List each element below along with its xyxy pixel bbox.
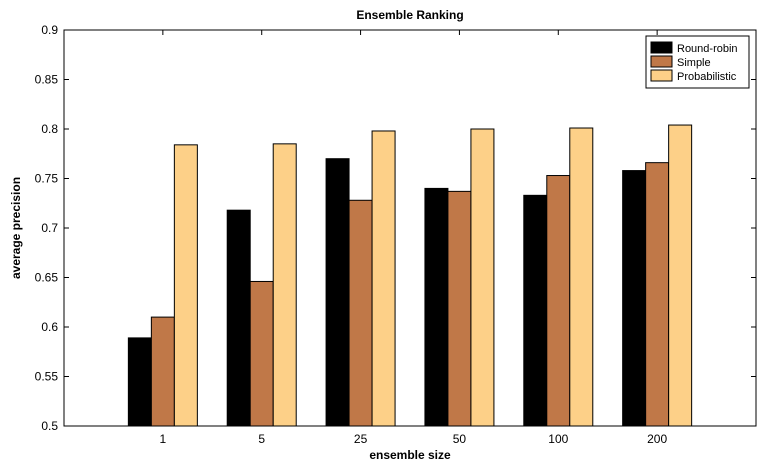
bar-probabilistic-100 — [569, 127, 594, 427]
x-tick-label: 100 — [548, 432, 568, 446]
x-tick-label: 1 — [160, 432, 167, 446]
bar-simple-50 — [447, 190, 472, 427]
y-tick-label: 0.7 — [41, 221, 58, 235]
bar-round-robin-100 — [523, 194, 548, 427]
bar-round-robin-200 — [622, 170, 647, 427]
y-tick-label: 0.9 — [41, 23, 58, 37]
bar-simple-100 — [546, 175, 571, 427]
y-tick-label: 0.5 — [41, 419, 58, 433]
legend-swatch — [650, 41, 673, 54]
bar-round-robin-50 — [424, 187, 449, 427]
legend-label: Simple — [677, 57, 711, 69]
bar-round-robin-1 — [127, 337, 152, 427]
y-tick-label: 0.65 — [35, 271, 59, 285]
x-tick-label: 200 — [647, 432, 667, 446]
x-tick-label: 50 — [453, 432, 467, 446]
bar-probabilistic-5 — [272, 143, 297, 427]
chart-title: Ensemble Ranking — [356, 8, 463, 22]
x-tick-label: 5 — [258, 432, 265, 446]
legend: Round-robin Simple Probabilistic — [645, 35, 750, 89]
y-tick-label: 0.6 — [41, 320, 58, 334]
bar-probabilistic-50 — [470, 128, 495, 427]
y-axis: 0.5 0.55 0.6 0.65 0.7 0.75 0.8 0.85 0.9 — [35, 23, 756, 433]
bar-simple-25 — [348, 199, 373, 427]
bar-simple-1 — [150, 316, 175, 427]
y-axis-label: average precision — [9, 177, 23, 279]
bar-probabilistic-25 — [371, 130, 396, 427]
bar-probabilistic-1 — [173, 144, 198, 427]
legend-swatch — [650, 69, 673, 82]
bar-simple-5 — [249, 280, 274, 427]
bar-round-robin-25 — [325, 158, 350, 427]
legend-swatch — [650, 55, 673, 68]
bars — [127, 124, 693, 427]
x-tick-label: 25 — [354, 432, 368, 446]
legend-label: Probabilistic — [677, 71, 737, 83]
bar-probabilistic-200 — [668, 124, 693, 427]
x-axis-label: ensemble size — [369, 448, 451, 462]
bar-simple-200 — [645, 162, 670, 427]
bar-round-robin-5 — [226, 209, 251, 427]
y-tick-label: 0.55 — [35, 370, 59, 384]
legend-label: Round-robin — [677, 43, 738, 55]
y-tick-label: 0.85 — [35, 73, 59, 87]
y-tick-label: 0.8 — [41, 122, 58, 136]
y-tick-label: 0.75 — [35, 172, 59, 186]
